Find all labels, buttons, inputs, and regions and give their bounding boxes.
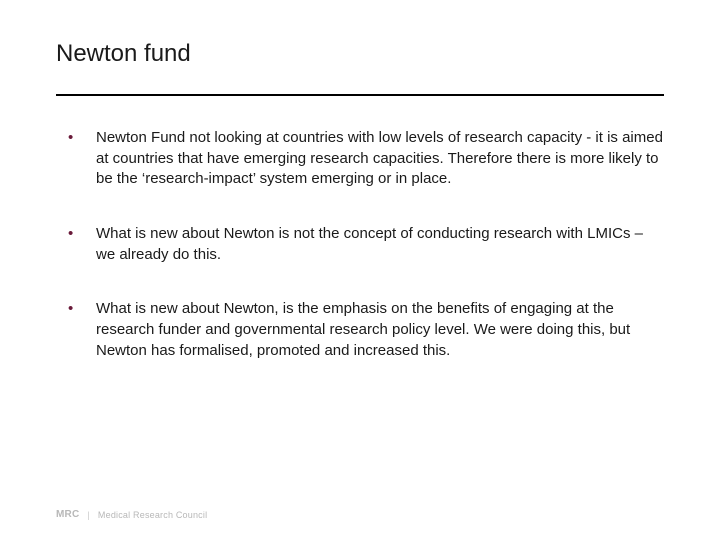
- slide-title: Newton fund: [56, 40, 664, 82]
- footer-org: Medical Research Council: [98, 510, 207, 520]
- title-rule: [56, 94, 664, 96]
- bullet-list: Newton Fund not looking at countries wit…: [56, 128, 664, 362]
- list-item: What is new about Newton, is the emphasi…: [64, 299, 664, 361]
- slide: Newton fund Newton Fund not looking at c…: [0, 0, 720, 540]
- list-item: What is new about Newton is not the conc…: [64, 224, 664, 265]
- footer-brand: MRC: [56, 509, 79, 520]
- list-item: Newton Fund not looking at countries wit…: [64, 128, 664, 190]
- footer-separator: |: [87, 510, 90, 520]
- footer: MRC | Medical Research Council: [56, 509, 207, 520]
